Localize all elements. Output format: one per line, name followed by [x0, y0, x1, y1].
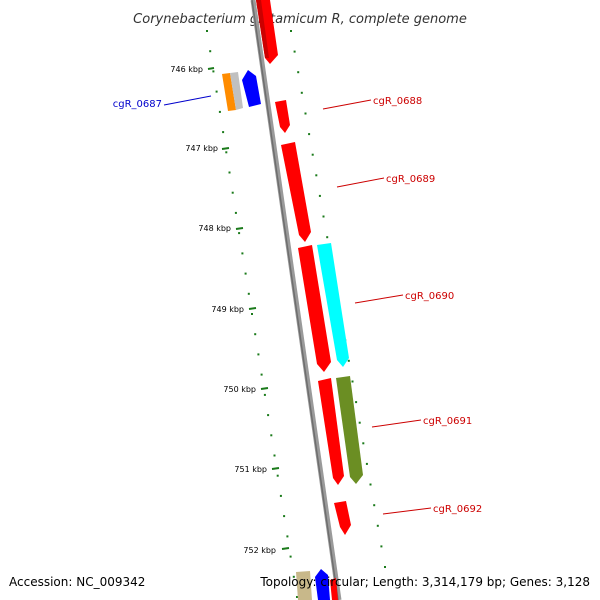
- gene-label-cgR_0690[interactable]: cgR_0690: [405, 291, 454, 302]
- inner-ring-dot: [238, 232, 241, 235]
- inner-ring-dot: [206, 30, 208, 32]
- gene-arrow[interactable]: [275, 100, 290, 133]
- inner-ring-dot: [289, 555, 292, 558]
- outer-ring-dot: [351, 380, 354, 383]
- leader-line: [336, 177, 385, 188]
- outer-ring-dot: [380, 545, 383, 548]
- inner-ring-dot: [209, 50, 212, 53]
- inner-ring-dot: [222, 131, 225, 134]
- inner-ring-dot: [279, 494, 282, 497]
- tick-label: 748 kbp: [198, 224, 231, 233]
- genome-summary-text: Topology: circular; Length: 3,314,179 bp…: [259, 575, 590, 589]
- outer-ring-dot: [373, 504, 376, 507]
- inner-ring-dot: [283, 515, 286, 518]
- inner-ring-dot: [263, 393, 266, 396]
- tick-label: 750 kbp: [223, 385, 256, 394]
- outer-ring-dot: [308, 133, 311, 136]
- outer-ring-dot: [293, 50, 296, 53]
- gene-arrow[interactable]: [315, 569, 330, 600]
- inner-ring-dot: [267, 414, 270, 417]
- gene-arrow[interactable]: [334, 501, 351, 535]
- inner-ring-dot: [218, 110, 221, 113]
- inner-ring-dot: [225, 151, 228, 154]
- outer-ring-dot: [347, 359, 350, 362]
- tick-label: 751 kbp: [234, 465, 267, 474]
- gene-arrow[interactable]: [318, 378, 344, 485]
- gene-arrow[interactable]: [281, 142, 311, 242]
- outer-ring-dot: [365, 462, 368, 465]
- outer-ring-dot: [355, 401, 358, 404]
- gene-arrow[interactable]: [330, 578, 338, 600]
- inner-ring-dot: [228, 171, 231, 174]
- inner-ring-dot: [234, 211, 237, 214]
- gene-label-cgR_0691[interactable]: cgR_0691: [423, 416, 472, 427]
- outer-ring-dot: [311, 153, 314, 156]
- inner-ring-dot: [251, 313, 253, 315]
- outer-ring-dot: [304, 112, 307, 115]
- inner-ring-dot: [270, 434, 273, 437]
- gene-label-cgR_0688[interactable]: cgR_0688: [373, 96, 422, 107]
- gene-arrow[interactable]: [317, 243, 349, 367]
- outer-ring-dot: [315, 174, 318, 177]
- inner-ring-dot: [276, 474, 279, 477]
- inner-ring-dot: [260, 373, 263, 376]
- outer-ring-dot: [384, 566, 386, 568]
- gene-label-cgR_0687[interactable]: cgR_0687: [113, 99, 162, 110]
- tick-label: 752 kbp: [243, 546, 276, 555]
- gene-arrow[interactable]: [230, 72, 243, 110]
- outer-ring-dot: [358, 421, 361, 424]
- tick-label: 749 kbp: [211, 305, 244, 314]
- leader-line: [322, 99, 372, 110]
- genome-backbone: [250, 0, 342, 600]
- inner-ring-dot: [254, 333, 257, 336]
- map-title: Corynebacterium glutamicum R, complete g…: [133, 12, 467, 27]
- gene-arrow[interactable]: [298, 245, 331, 372]
- inner-ring-dot: [241, 252, 244, 255]
- inner-ring-dot: [296, 596, 298, 598]
- tick-marks: 746 kbp 747 kbp 748 kbp 749 kbp 750 kbp …: [170, 65, 290, 555]
- outer-ring-dot: [290, 30, 292, 32]
- outer-ring-dot: [322, 215, 325, 218]
- inner-ring-dot: [286, 535, 289, 538]
- inner-ring-dot: [247, 292, 250, 295]
- gene-arrow[interactable]: [296, 571, 312, 600]
- inner-ring-dot: [231, 191, 234, 194]
- gene-arrow[interactable]: [222, 73, 236, 111]
- outer-ring-dot: [318, 194, 321, 197]
- inner-ring-dot: [244, 272, 247, 275]
- gene-labels: cgR_0687 cgR_0688 cgR_0689 cgR_0690 cgR_…: [113, 95, 482, 515]
- tick-label: 747 kbp: [185, 144, 218, 153]
- gene-features: [222, 0, 363, 600]
- outer-ring-dot: [362, 442, 365, 445]
- outer-ring-dot: [300, 91, 303, 94]
- gene-arrow[interactable]: [336, 376, 363, 484]
- gene-label-cgR_0689[interactable]: cgR_0689: [386, 174, 435, 185]
- tick-label: 746 kbp: [170, 65, 203, 74]
- inner-ring-dot: [212, 70, 215, 73]
- gene-label-cgR_0692[interactable]: cgR_0692: [433, 504, 482, 515]
- gene-arrow[interactable]: [242, 70, 261, 107]
- gene-arrow-shade: [256, 0, 269, 58]
- inner-ring-dot: [257, 353, 260, 356]
- outer-ring-dot: [369, 483, 372, 486]
- outer-ring-dot: [297, 71, 300, 74]
- leader-line: [371, 419, 422, 428]
- leader-line: [354, 294, 404, 304]
- accession-text: Accession: NC_009342: [9, 575, 145, 589]
- inner-ring-dot: [215, 90, 218, 93]
- outer-ring-dot: [326, 236, 329, 239]
- leader-line: [382, 507, 432, 515]
- inner-ring-dot: [292, 575, 295, 578]
- leader-line: [163, 95, 212, 106]
- inner-ring-dot: [273, 454, 276, 457]
- outer-ring-dot: [376, 524, 379, 527]
